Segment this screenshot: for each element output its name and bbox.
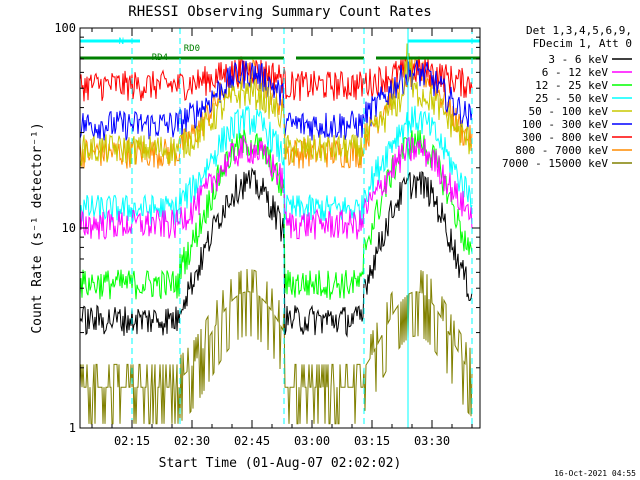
legend: Det 1,3,4,5,6,9,FDecim 1, Att 0 3 - 6 keV…	[502, 24, 632, 170]
x-tick-label: 03:30	[414, 434, 450, 448]
legend-entry: 6 - 12 keV	[542, 66, 609, 79]
legend-entry: 25 - 50 keV	[535, 92, 608, 105]
y-tick-label: 1	[69, 421, 76, 435]
axes: 1 10 100 02:15 02:30 02:45 03:00 03:15 03:30	[54, 21, 480, 448]
legend-header: Det 1,3,4,5,6,9,	[526, 24, 632, 37]
legend-entry: 800 - 7000 keV	[515, 144, 608, 157]
x-tick-label: 02:15	[114, 434, 150, 448]
legend-entry: 100 - 300 keV	[522, 118, 608, 131]
series-line	[79, 105, 473, 225]
plot-area	[79, 43, 473, 425]
y-axis-label: Count Rate (s⁻¹ detector⁻¹)	[30, 122, 45, 333]
x-tick-label: 03:15	[354, 434, 390, 448]
y-tick-label: 100	[54, 21, 76, 35]
series-line	[79, 268, 473, 425]
legend-entry: 7000 - 15000 keV	[502, 157, 608, 170]
legend-entry: 12 - 25 keV	[535, 79, 608, 92]
flag-bars: N RD0 RD4	[80, 37, 480, 63]
x-tick-label: 03:00	[294, 434, 330, 448]
x-tick-label: 02:30	[174, 434, 210, 448]
legend-entry: 50 - 100 keV	[529, 105, 609, 118]
series-line	[79, 135, 473, 240]
flag-label: N	[119, 37, 124, 47]
y-tick-label: 10	[62, 221, 76, 235]
legend-entry: 300 - 800 keV	[522, 131, 608, 144]
flag-label: RD4	[152, 53, 168, 63]
series-line	[79, 43, 473, 167]
flag-label: RD0	[184, 44, 200, 54]
x-tick-label: 02:45	[234, 434, 270, 448]
vertical-markers	[131, 28, 473, 428]
series-line	[79, 59, 473, 141]
chart-title: RHESSI Observing Summary Count Rates	[128, 4, 431, 20]
legend-entry: 3 - 6 keV	[548, 53, 608, 66]
series-line	[79, 167, 473, 338]
x-axis-label: Start Time (01-Aug-07 02:02:02)	[159, 456, 402, 471]
footer-timestamp: 16-Oct-2021 04:55	[554, 469, 636, 478]
legend-header: FDecim 1, Att 0	[533, 37, 632, 50]
